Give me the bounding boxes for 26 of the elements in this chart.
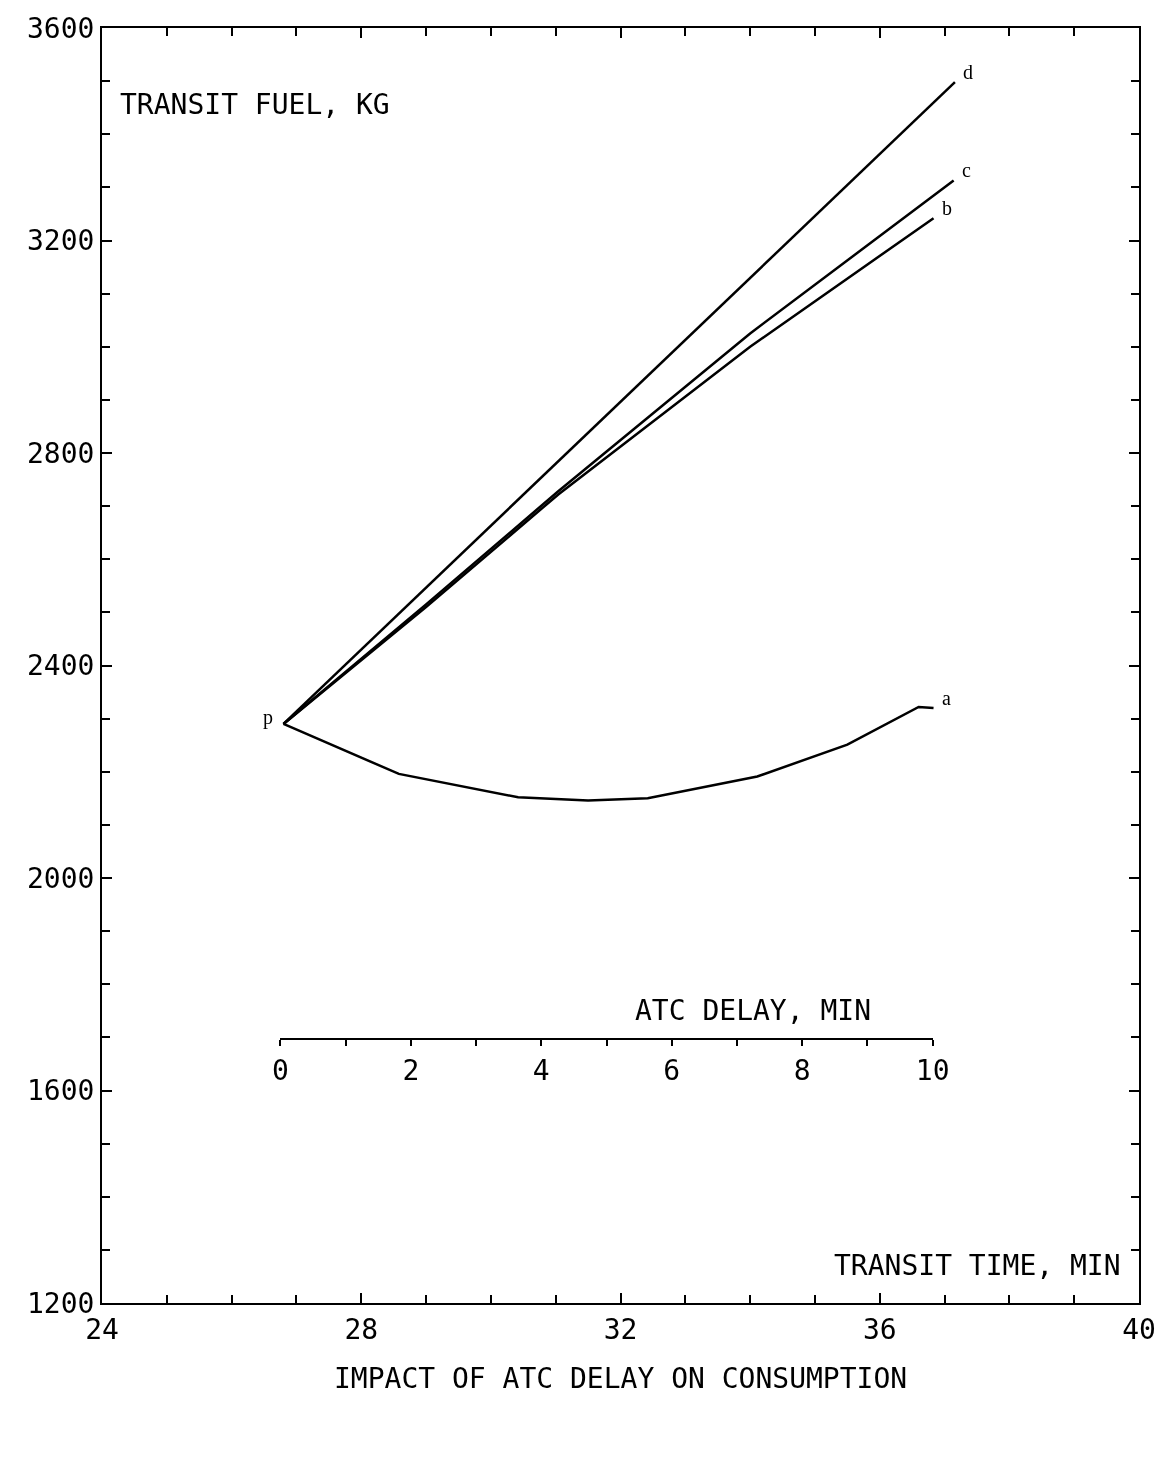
x-tick-label: 40: [1122, 1312, 1156, 1346]
x-tick-label: 28: [344, 1312, 379, 1346]
y-axis-title: TRANSIT FUEL, KG: [120, 88, 390, 121]
text: IMPACT OF ATC DELAY ON CONSUMPTION: [334, 1362, 908, 1395]
y-tick-label: 1600: [26, 1074, 95, 1108]
x2-tick-label: 8: [793, 1053, 811, 1087]
x2-tick-label: 10: [915, 1053, 950, 1087]
x2-tick-label: 0: [271, 1053, 289, 1087]
y-tick-label: 2400: [26, 649, 95, 683]
y-tick-label: 2800: [26, 436, 95, 470]
series-label: d: [963, 61, 973, 83]
x2-tick-label: 2: [402, 1053, 420, 1087]
annotation: p: [263, 706, 273, 729]
x-tick-label: 32: [603, 1312, 638, 1346]
x2-tick-label: 4: [532, 1053, 550, 1087]
series-label: b: [942, 197, 952, 219]
series-label: a: [942, 687, 951, 709]
y-tick-label: 3200: [26, 224, 95, 258]
x2-axis-title: ATC DELAY, MIN: [635, 994, 872, 1027]
x2-tick-label: 6: [663, 1053, 681, 1087]
y-tick-label: 3600: [26, 11, 95, 45]
y-tick-label: 2000: [26, 861, 95, 895]
x-tick-label: 24: [85, 1312, 119, 1346]
x-tick-label: 36: [862, 1312, 897, 1346]
x-axis-title: TRANSIT TIME, MIN: [834, 1249, 1121, 1282]
series-label: c: [962, 159, 971, 181]
